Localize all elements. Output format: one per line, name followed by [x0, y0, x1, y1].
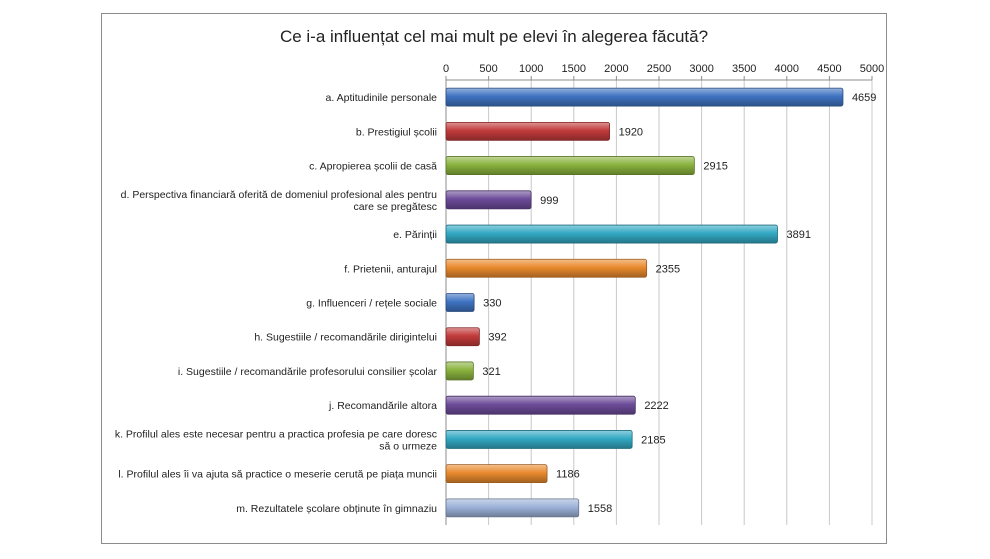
tick-label: 3000	[689, 63, 713, 75]
tick-label: 4500	[817, 63, 841, 75]
bar	[445, 156, 695, 175]
bar	[445, 224, 778, 244]
category-labels: a. Aptitudinile personale b. Prestigiul ș…	[115, 92, 438, 515]
category-label: să o urmeze	[379, 440, 437, 452]
category-label: h. Sugestiile / recomandările dirigintel…	[254, 332, 437, 344]
tick-label: 1000	[519, 63, 543, 75]
value-label: 2185	[641, 434, 665, 446]
grid-lines	[445, 76, 873, 525]
value-label: 999	[540, 195, 558, 207]
chart-title: Ce i-a influențat cel mai mult pe elevi …	[279, 27, 709, 46]
tick-label: 4000	[775, 63, 799, 75]
category-label: d. Perspectiva financiară oferită de dom…	[121, 189, 438, 201]
value-label: 330	[483, 298, 501, 310]
tick-label: 2500	[647, 63, 671, 75]
value-label: 1920	[619, 126, 643, 138]
bars	[445, 87, 844, 518]
bar	[445, 464, 548, 484]
category-label: k. Profilul ales este necesar pentru a p…	[115, 428, 437, 440]
value-label: 1558	[588, 503, 612, 515]
bar	[445, 430, 633, 449]
category-label: j. Recomandările altora	[328, 400, 437, 412]
category-label: i. Sugestiile / recomandările profesorul…	[178, 366, 438, 378]
bar	[445, 327, 480, 347]
tick-label: 2000	[604, 63, 628, 75]
value-label: 3891	[787, 229, 811, 241]
value-label: 392	[488, 332, 506, 344]
category-label: c. Apropierea școlii de casă	[309, 161, 437, 173]
bar	[445, 121, 610, 141]
value-label: 4659	[852, 92, 876, 104]
value-label: 2222	[644, 400, 668, 412]
value-label: 1186	[556, 469, 580, 481]
bar	[445, 498, 580, 518]
category-label: care se pregătesc	[354, 201, 437, 213]
bar	[445, 190, 532, 210]
value-label: 2355	[656, 263, 680, 275]
category-label: l. Profilul ales îi va ajuta să practice…	[118, 469, 437, 481]
category-label: g. Influenceri / rețele sociale	[306, 298, 437, 310]
bar	[445, 395, 636, 415]
value-label: 321	[482, 366, 500, 378]
tick-label: 3500	[732, 63, 756, 75]
tick-label: 5000	[860, 63, 884, 75]
bar	[445, 258, 648, 278]
category-label: e. Părinții	[393, 229, 437, 241]
bar	[445, 293, 475, 312]
category-label: m. Rezultatele școlare obținute în gimna…	[236, 503, 437, 515]
tick-label: 0	[443, 63, 449, 75]
bar	[445, 361, 474, 381]
category-label: f. Prietenii, anturajul	[344, 263, 437, 275]
category-label: b. Prestigiul școlii	[356, 126, 437, 138]
bar	[445, 87, 844, 107]
category-label: a. Aptitudinile personale	[326, 92, 438, 104]
value-label: 2915	[703, 161, 727, 173]
value-labels: 4659 1920 2915 999 3891 2355 330 392 321 2222 2185…	[482, 92, 876, 515]
tick-label: 1500	[562, 63, 586, 75]
x-axis-ticks: 0 500 1000 1500 2000 2500 3000 3500 4000 4500 5000	[443, 63, 884, 75]
tick-label: 500	[479, 63, 497, 75]
